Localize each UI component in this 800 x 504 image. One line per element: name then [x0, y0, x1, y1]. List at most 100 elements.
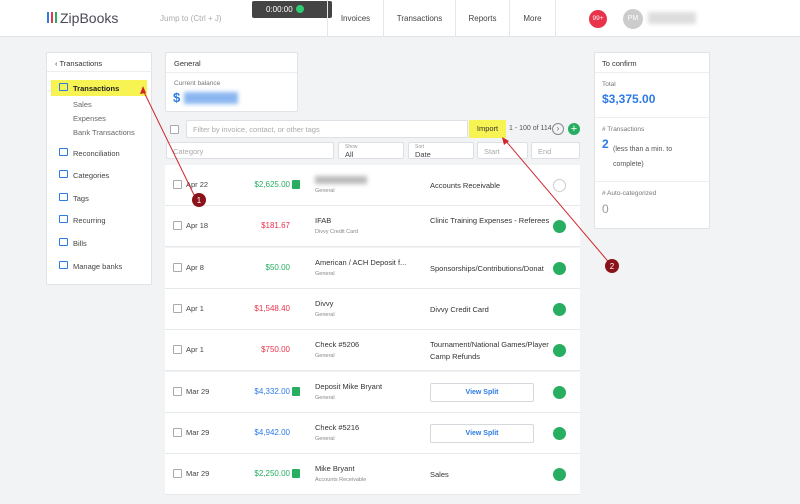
chat[interactable] [555, 0, 583, 37]
show-select[interactable]: Show All [338, 142, 404, 159]
total: $3,375.00 [602, 92, 656, 106]
confirm-title: To confirm [602, 59, 637, 68]
side-item[interactable]: Expenses [73, 114, 106, 123]
name: IFAB [315, 216, 332, 226]
badge-icon [292, 386, 300, 396]
blurred-name [315, 176, 367, 184]
sidebar: ‹ Transactions Transactions Sales Expenses… [46, 52, 152, 285]
date: Mar 29 [186, 386, 210, 396]
transaction-row[interactable]: Apr 22 $2,625.00 General Accounts Receivabl… [165, 165, 580, 206]
marker [192, 193, 206, 207]
side-item[interactable]: Bank Transactions [73, 128, 135, 137]
count: 1 - 100 of 114 [509, 125, 552, 132]
logo-icon [47, 12, 57, 23]
add[interactable]: + [568, 123, 580, 135]
date: Apr 18 [186, 221, 209, 231]
category-select[interactable]: Category [166, 142, 334, 159]
side-item[interactable]: Tags [73, 194, 89, 203]
status[interactable] [553, 426, 566, 440]
nav-item[interactable]: Transactions [383, 0, 455, 37]
blurred-user [648, 12, 696, 24]
transaction-row[interactable]: Apr 8 $50.00 American / ACH Deposit f... Ge… [165, 247, 580, 289]
show-label: Show [345, 144, 358, 150]
transaction-row[interactable]: Mar 29 $4,942.00 Check #5216 General View Sp… [165, 412, 580, 454]
badge[interactable]: 99+ [589, 10, 607, 28]
back[interactable]: ‹ Transactions [55, 59, 103, 68]
account: General [315, 394, 335, 401]
row-checkbox[interactable] [173, 469, 182, 479]
sort-select[interactable]: Sort Date [408, 142, 474, 159]
row-checkbox[interactable] [173, 386, 182, 396]
side-item[interactable]: Recurring [73, 216, 106, 225]
side-item[interactable]: Transactions [73, 84, 120, 93]
auto: 0 [602, 202, 609, 216]
row-checkbox[interactable] [173, 221, 182, 231]
side-item[interactable]: Manage banks [73, 262, 123, 271]
nav-item[interactable]: Reports [455, 0, 509, 37]
next-page[interactable]: › [552, 123, 564, 135]
badge-icon [292, 180, 300, 189]
date: Mar 29 [186, 427, 210, 437]
status[interactable] [553, 179, 566, 192]
avatar[interactable]: PM [623, 9, 643, 29]
category: Accounts Receivable [430, 181, 501, 190]
status[interactable] [553, 261, 566, 275]
status[interactable] [553, 344, 566, 358]
name: Check #5216 [315, 422, 360, 432]
status[interactable] [553, 385, 566, 399]
category: Sales [430, 470, 449, 480]
side-item[interactable]: Bills [73, 239, 87, 248]
transaction-row[interactable]: Mar 29 $2,250.00 Mike Bryant Accounts Recei… [165, 454, 580, 496]
filter-input[interactable]: Filter by invoice, contact, or other tag… [186, 120, 468, 138]
status[interactable] [553, 220, 566, 234]
play[interactable] [296, 5, 304, 13]
amount: $4,332.00 [254, 386, 290, 396]
amount: $2,250.00 [254, 469, 290, 479]
side-icon [59, 83, 68, 91]
select-all[interactable] [170, 125, 179, 134]
side-item[interactable]: Sales [73, 100, 92, 109]
transaction-row[interactable]: Apr 18 $181.67 IFAB Divvy Credit Card Clinic… [165, 206, 580, 248]
transaction-row[interactable]: Apr 1 $750.00 Check #5206 General Tournament… [165, 330, 580, 372]
timer[interactable]: 0:00:00 [252, 1, 332, 18]
arrowhead [140, 86, 146, 94]
end-date[interactable]: End [531, 142, 580, 159]
row-checkbox[interactable] [173, 180, 182, 189]
arrowhead [502, 137, 509, 145]
search[interactable]: Jump to (Ctrl + J) [160, 14, 222, 23]
start-date[interactable]: Start [477, 142, 528, 159]
transaction-row[interactable]: Apr 1 $1,548.40 Divvy General Divvy Credit C… [165, 288, 580, 330]
tx-note: (less than a min. to complete) [613, 146, 673, 168]
side-item[interactable]: Categories [73, 171, 110, 180]
side-icon [59, 238, 68, 246]
date: Apr 22 [186, 180, 209, 189]
transaction-row[interactable]: Mar 29 $4,332.00 Deposit Mike Bryant Genera… [165, 371, 580, 413]
nav-item[interactable]: Invoices [327, 0, 383, 37]
nav-item[interactable]: More [509, 0, 555, 37]
name: Divvy [315, 298, 334, 308]
view-split[interactable]: View Split [430, 423, 534, 443]
name: Check #5206 [315, 340, 360, 350]
row-checkbox[interactable] [173, 345, 182, 355]
account: General [315, 311, 335, 318]
amount: $750.00 [261, 345, 290, 355]
status[interactable] [553, 302, 566, 316]
date: Apr 1 [186, 303, 204, 313]
total-label: Total [602, 81, 616, 88]
logo[interactable]: ZipBooks [60, 10, 119, 26]
import-button[interactable]: Import [469, 120, 506, 138]
balance: $ [173, 90, 181, 105]
side-icon [59, 148, 68, 156]
view-split[interactable]: View Split [430, 382, 534, 402]
status[interactable] [553, 468, 566, 482]
side-item[interactable]: Reconciliation [73, 149, 120, 158]
tx: 2 [602, 137, 609, 151]
date: Mar 29 [186, 469, 210, 479]
row-checkbox[interactable] [173, 303, 182, 313]
account-card: General Current balance $ [165, 52, 298, 112]
row-checkbox[interactable] [173, 262, 182, 272]
show-value: All [345, 150, 354, 159]
row-checkbox[interactable] [173, 427, 182, 437]
category: Clinic Training Expenses - Referees [430, 216, 550, 226]
